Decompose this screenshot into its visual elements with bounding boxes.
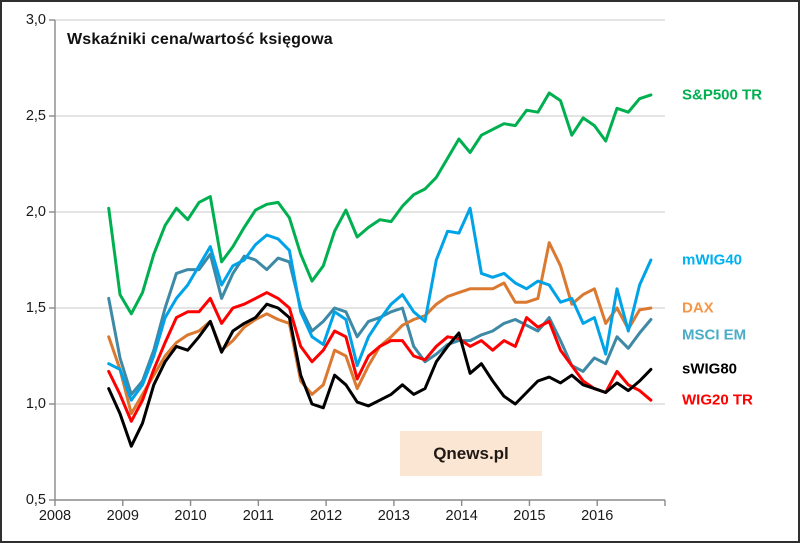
x-tick-label-2008: 2008: [38, 508, 72, 524]
legend-label-wig20-tr: WIG20 TR: [682, 391, 753, 409]
x-tick-label-2009: 2009: [106, 508, 139, 524]
y-tick-label-0,5: 0,5: [25, 492, 46, 508]
x-tick-label-2016: 2016: [581, 508, 614, 524]
y-tick-label-2,5: 2,5: [25, 108, 46, 124]
series-line-wig20-tr: [107, 291, 653, 423]
x-tick-label-2011: 2011: [242, 508, 274, 524]
x-tick-label-2014: 2014: [445, 508, 478, 524]
legend-label-msci-em: MSCI EM: [682, 326, 747, 344]
x-tick-label-2013: 2013: [377, 508, 410, 524]
x-tick-label-2010: 2010: [174, 508, 207, 524]
y-tick-label-2,0: 2,0: [25, 204, 46, 220]
x-tick-label-2015: 2015: [513, 508, 546, 524]
series-line-sp500-tr: [107, 91, 653, 316]
chart-title: Wskaźniki cena/wartość księgowa: [67, 31, 333, 48]
legend-label-dax: DAX: [682, 299, 714, 317]
series-line-mwig40: [107, 206, 653, 402]
legend-label-sp500-tr: S&P500 TR: [682, 86, 763, 104]
legend-label-swig80: sWIG80: [682, 360, 738, 378]
legend-label-mwig40: mWIG40: [682, 251, 743, 269]
series-line-msci-em: [107, 252, 653, 396]
y-tick-label-3,0: 3,0: [25, 12, 46, 28]
series-line-swig80: [107, 302, 653, 448]
watermark-qnews: Qnews.pl: [400, 431, 542, 476]
y-tick-label-1,5: 1,5: [25, 300, 46, 316]
y-tick-label-1,0: 1,0: [25, 396, 46, 412]
x-tick-label-2012: 2012: [309, 508, 343, 524]
